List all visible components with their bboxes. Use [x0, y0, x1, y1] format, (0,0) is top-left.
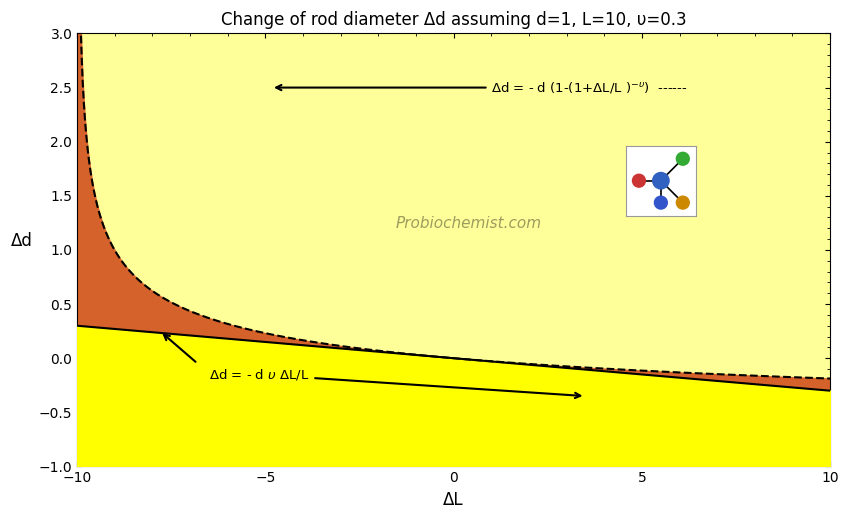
Text: $\Delta$d = - d $\upsilon$ $\Delta$L/L: $\Delta$d = - d $\upsilon$ $\Delta$L/L [209, 367, 581, 398]
Text: $\Delta$d = - d (1-(1+$\Delta$L/L )$^{-\upsilon}$)  ------: $\Delta$d = - d (1-(1+$\Delta$L/L )$^{-\… [276, 80, 688, 95]
Circle shape [677, 196, 689, 209]
Circle shape [632, 174, 645, 187]
Circle shape [653, 173, 669, 189]
Circle shape [677, 152, 689, 165]
Text: Probiochemist.com: Probiochemist.com [395, 216, 541, 231]
Y-axis label: Δd: Δd [11, 232, 33, 250]
Title: Change of rod diameter Δd assuming d=1, L=10, υ=0.3: Change of rod diameter Δd assuming d=1, … [221, 11, 687, 29]
X-axis label: ΔL: ΔL [444, 491, 464, 509]
Circle shape [654, 196, 667, 209]
